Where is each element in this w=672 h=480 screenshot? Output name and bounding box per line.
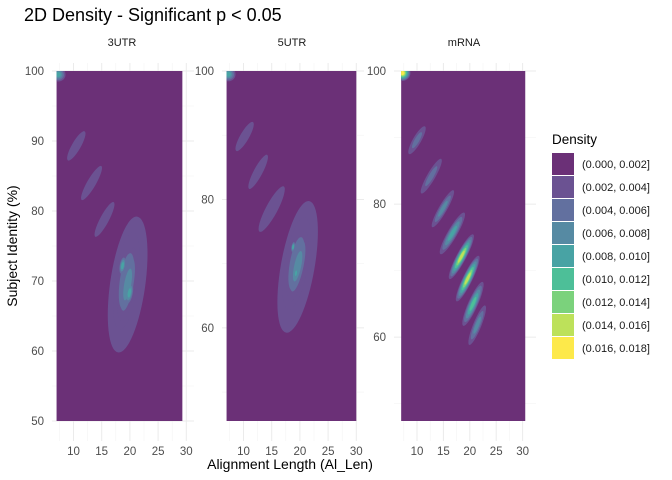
y-tick-label: 60: [201, 323, 214, 335]
density-level-4: [121, 261, 125, 270]
legend-label: (0.000, 0.002]: [582, 159, 650, 171]
density-level-3: [123, 268, 133, 301]
density-level-1: [81, 165, 103, 201]
density-level-1: [258, 186, 285, 232]
legend-title: Density: [552, 132, 597, 147]
density-level-1: [248, 154, 268, 189]
y-tick-label: 80: [373, 199, 386, 211]
x-axis-title: Alignment Length (Al_Len): [207, 456, 373, 472]
x-tick-label: 10: [67, 446, 80, 458]
density-level-1: [235, 121, 254, 152]
legend: Density (0.000, 0.002] (0.002, 0.004] (0.0…: [552, 132, 650, 359]
density-level-8: [401, 71, 405, 76]
y-tick-label: 80: [31, 206, 44, 218]
facet-strip-label: 5UTR: [278, 37, 307, 49]
x-tick-label: 15: [265, 446, 278, 458]
legend-swatch: [552, 199, 574, 221]
density-level-4: [294, 270, 298, 277]
density-level-4: [56, 71, 61, 78]
x-tick-label: 25: [490, 446, 503, 458]
legend-label: (0.010, 0.012]: [582, 274, 650, 286]
density-contours: [226, 71, 318, 333]
density-contours: [401, 71, 487, 345]
x-tick-label: 30: [516, 446, 529, 458]
facet-strip-label: mRNA: [448, 37, 481, 49]
legend-label: (0.008, 0.010]: [582, 251, 650, 263]
legend-label: (0.012, 0.014]: [582, 297, 650, 309]
density-level-4: [226, 71, 231, 77]
x-tick-label: 30: [180, 446, 193, 458]
legend-label: (0.016, 0.018]: [582, 343, 650, 355]
density-level-4: [292, 244, 295, 250]
x-tick-label: 15: [437, 446, 450, 458]
legend-swatch: [552, 268, 574, 290]
x-tick-label: 10: [411, 446, 424, 458]
facet-mrna: mRNA 10 15 20 25 30 60 80 100: [367, 37, 536, 458]
density-level-1: [94, 201, 115, 237]
y-tick-label: 90: [31, 136, 44, 148]
legend-swatch: [552, 176, 574, 198]
legend-swatch: [552, 153, 574, 175]
legend-swatch: [552, 245, 574, 267]
chart-title: 2D Density - Significant p < 0.05: [24, 5, 282, 25]
density-level-3: [438, 200, 448, 217]
y-tick-label: 100: [195, 66, 214, 78]
density-contours: [56, 71, 148, 353]
legend-swatch: [552, 291, 574, 313]
legend-label: (0.006, 0.008]: [582, 228, 650, 240]
legend-label: (0.002, 0.004]: [582, 182, 650, 194]
x-tick-label: 15: [95, 446, 108, 458]
density-level-2: [425, 166, 438, 187]
density-level-7: [464, 272, 471, 285]
density-level-1: [67, 131, 86, 161]
x-tick-label: 25: [322, 446, 335, 458]
y-tick-label: 50: [31, 416, 44, 428]
y-tick-label: 60: [373, 332, 386, 344]
y-tick-label: 60: [31, 346, 44, 358]
legend-label: (0.004, 0.006]: [582, 205, 650, 217]
x-tick-label: 25: [152, 446, 165, 458]
y-tick-label: 100: [367, 66, 386, 78]
legend-swatch: [552, 337, 574, 359]
y-tick-label: 100: [25, 66, 44, 78]
x-tick-label: 20: [293, 446, 306, 458]
density-level-2: [411, 132, 423, 149]
legend-swatch: [552, 314, 574, 336]
density-level-3: [473, 316, 482, 334]
y-tick-label: 80: [201, 194, 214, 206]
x-tick-label: 20: [123, 446, 136, 458]
legend-swatch: [552, 222, 574, 244]
facet-strip-label: 3UTR: [108, 37, 137, 49]
y-axis-title: Subject Identity (%): [4, 185, 20, 306]
x-tick-label: 30: [350, 446, 363, 458]
density-level-7: [457, 250, 465, 263]
y-tick-label: 70: [31, 276, 44, 288]
legend-label: (0.014, 0.016]: [582, 320, 650, 332]
density-level-5: [469, 296, 477, 311]
x-tick-label: 10: [237, 446, 250, 458]
density-level-4: [127, 288, 132, 298]
x-tick-label: 20: [463, 446, 476, 458]
facet-3utr: 3UTR 10 15 20 25 30 50 60 70 80 90 100: [25, 37, 194, 458]
facet-5utr: 5UTR 10 15 20 25 30 60 80 100: [195, 37, 364, 458]
density-level-4: [447, 225, 457, 241]
